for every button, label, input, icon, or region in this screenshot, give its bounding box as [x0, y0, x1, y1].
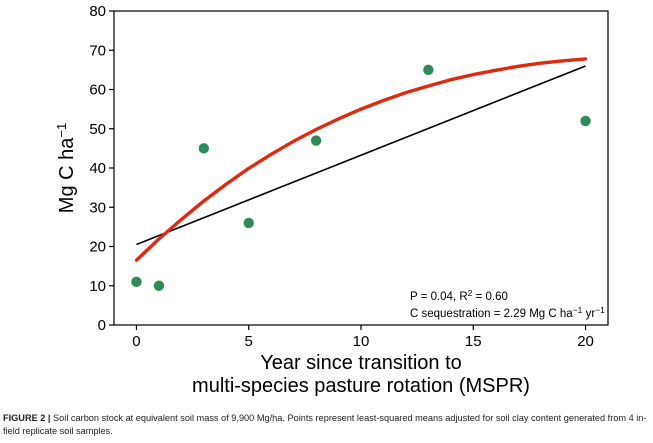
data-point [131, 276, 142, 288]
data-point [198, 143, 210, 154]
y-axis-ticks: 0 10 20 30 40 50 60 70 80 [89, 3, 114, 334]
y-tick-label: 50 [89, 121, 106, 138]
y-axis-label: Mg C ha−1 [54, 123, 78, 213]
y-tick-label: 30 [89, 199, 106, 216]
series-layer [131, 57, 591, 291]
y-tick-label: 20 [89, 239, 106, 256]
y-tick-label: 0 [98, 317, 106, 334]
caption-text: Soil carbon stock at equivalent soil mas… [3, 413, 647, 436]
x-tick-label: 0 [132, 333, 140, 350]
caption-label: FIGURE 2 | [3, 413, 51, 423]
x-tick-label: 5 [245, 333, 253, 350]
y-tick-label: 80 [89, 3, 106, 20]
data-point [153, 280, 165, 291]
y-tick-label: 10 [89, 278, 106, 295]
y-tick-label: 70 [89, 42, 106, 59]
x-tick-label: 10 [353, 333, 370, 350]
curve-fit-line [134, 57, 588, 262]
linear-fit-line [136, 65, 586, 246]
stats-annotation: P = 0.04, R2 = 0.60 C sequestration = 2.… [410, 288, 605, 320]
figure-caption: FIGURE 2 | Soil carbon stock at equivale… [3, 412, 651, 437]
data-point [580, 115, 591, 127]
x-axis-label-line-2: multi-species pasture rotation (MSPR) [192, 375, 530, 397]
annotation-line-1: P = 0.04, R2 = 0.60 [410, 288, 508, 303]
plot-frame [113, 10, 609, 326]
x-tick-label: 20 [577, 333, 594, 350]
y-tick-label: 60 [89, 82, 106, 99]
annotation-line-2: C sequestration = 2.29 Mg C ha−1 yr−1 [410, 305, 605, 320]
data-point [423, 64, 434, 76]
x-axis-ticks: 0 5 10 15 20 [132, 325, 594, 350]
x-axis-label-line-1: Year since transition to [260, 352, 462, 374]
chart: 0 10 20 30 40 50 60 70 80 0 5 10 15 20 P = 0.04, R2 … [54, 3, 609, 397]
data-point [243, 217, 254, 229]
data-point [310, 135, 322, 146]
y-tick-label: 40 [89, 160, 106, 177]
x-tick-label: 15 [465, 333, 482, 350]
